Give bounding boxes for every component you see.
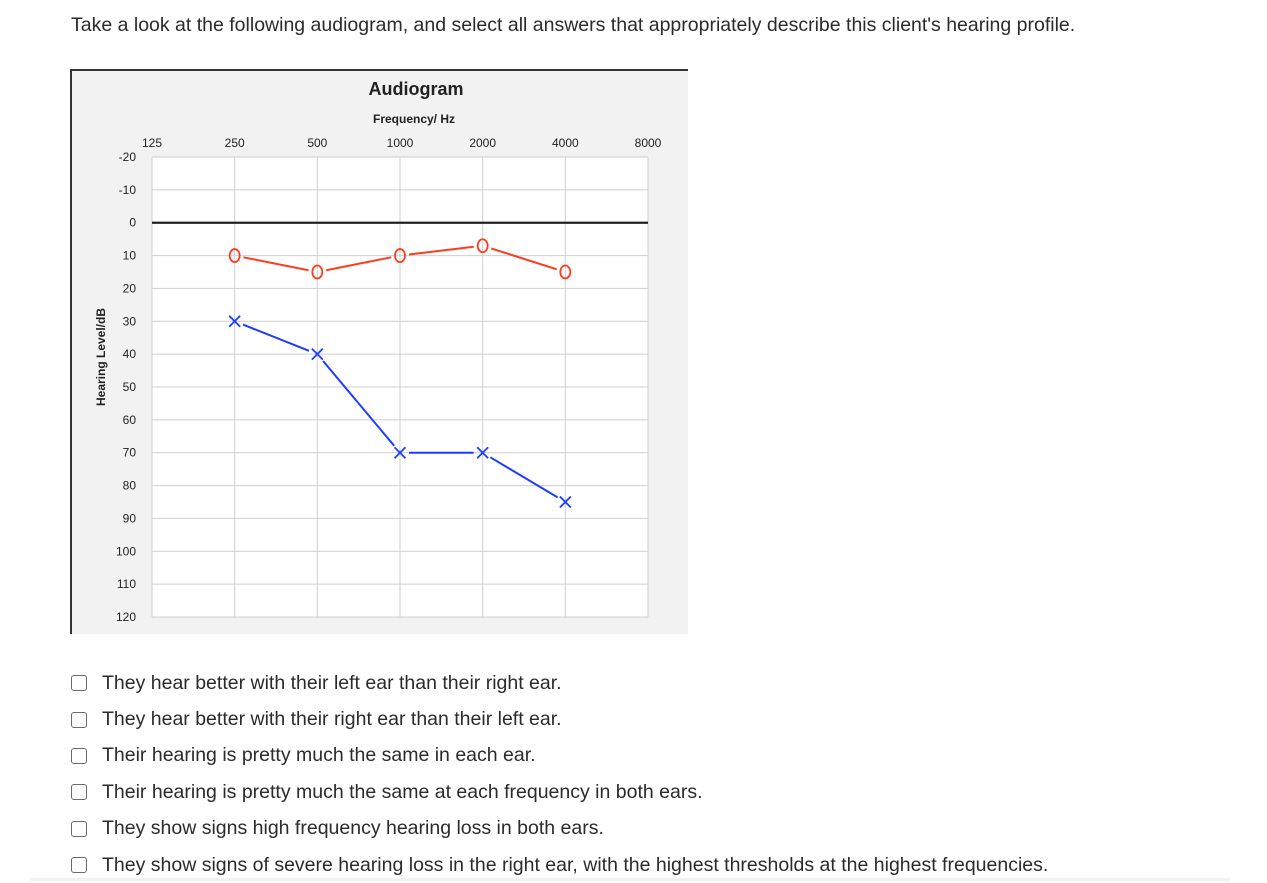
answer-options: They hear better with their left ear tha… — [71, 665, 1048, 883]
y-tick-label: 80 — [123, 479, 137, 493]
option-item[interactable]: They show signs high frequency hearing l… — [71, 811, 1048, 847]
y-tick-label: 30 — [123, 314, 137, 328]
option-label[interactable]: They hear better with their left ear tha… — [102, 671, 562, 694]
y-axis-label: Hearing Level/dB — [94, 308, 108, 406]
data-point-circle — [559, 264, 572, 280]
option-label[interactable]: They show signs high frequency hearing l… — [102, 817, 604, 840]
data-point-circle — [311, 264, 324, 280]
series-line-segment — [489, 456, 559, 499]
x-tick-label: 500 — [307, 136, 327, 150]
option-checkbox[interactable] — [71, 784, 87, 801]
data-point-cross — [311, 348, 324, 361]
option-checkbox[interactable] — [71, 711, 87, 728]
data-point-cross — [476, 446, 489, 459]
option-item[interactable]: They hear better with their right ear th… — [71, 701, 1048, 737]
y-tick-label: 100 — [116, 544, 136, 558]
series-line-segment — [243, 256, 309, 272]
series-line-segment — [325, 256, 392, 272]
question-text: Take a look at the following audiogram, … — [71, 14, 1076, 36]
y-tick-label: 10 — [123, 249, 137, 263]
y-tick-label: 60 — [123, 413, 137, 427]
series-line-segment — [322, 360, 395, 447]
y-tick-label: 40 — [123, 347, 137, 361]
data-point-circle — [394, 248, 406, 263]
option-label[interactable]: They hear better with their right ear th… — [102, 708, 562, 731]
option-checkbox[interactable] — [71, 857, 87, 874]
x-tick-label: 1000 — [387, 136, 414, 150]
option-checkbox[interactable] — [71, 820, 87, 837]
data-point-cross — [228, 315, 241, 328]
option-item[interactable]: Their hearing is pretty much the same at… — [71, 774, 1048, 810]
option-checkbox[interactable] — [71, 675, 87, 692]
y-tick-label: -20 — [119, 150, 137, 164]
y-tick-label: 90 — [123, 511, 137, 525]
chart-title: Audiogram — [368, 79, 463, 99]
y-tick-label: 20 — [123, 281, 137, 295]
series-line-segment — [242, 323, 310, 352]
option-item[interactable]: They show signs of severe hearing loss i… — [71, 847, 1048, 883]
data-point-circle — [228, 248, 241, 263]
option-item[interactable]: They hear better with their left ear tha… — [71, 665, 1048, 701]
x-tick-label: 4000 — [552, 136, 579, 150]
data-point-cross — [393, 446, 407, 459]
y-tick-label: 120 — [116, 610, 136, 624]
option-label[interactable]: They show signs of severe hearing loss i… — [102, 853, 1049, 876]
x-tick-label: 125 — [142, 136, 162, 150]
option-item[interactable]: Their hearing is pretty much the same in… — [71, 738, 1048, 774]
y-tick-label: 50 — [123, 380, 137, 394]
option-label[interactable]: Their hearing is pretty much the same at… — [102, 780, 703, 803]
data-point-circle — [476, 238, 489, 254]
y-tick-label: -10 — [119, 183, 137, 197]
data-point-cross — [559, 495, 572, 509]
x-axis-label: Frequency/ Hz — [373, 112, 455, 126]
y-tick-label: 70 — [123, 446, 137, 460]
y-tick-label: 0 — [129, 216, 136, 230]
x-tick-label: 250 — [225, 136, 245, 150]
series-line-segment — [408, 245, 474, 256]
audiogram-chart: Audiogram Frequency/ Hz 125 250 500 1000 2000 4… — [70, 69, 688, 634]
option-label[interactable]: Their hearing is pretty much the same in… — [102, 744, 536, 767]
x-tick-label: 2000 — [469, 136, 496, 150]
y-tick-label: 110 — [117, 577, 136, 591]
option-checkbox[interactable] — [71, 747, 87, 764]
page-divider — [30, 878, 1230, 881]
x-tick-label: 8000 — [635, 136, 662, 150]
series-line-segment — [490, 247, 558, 271]
